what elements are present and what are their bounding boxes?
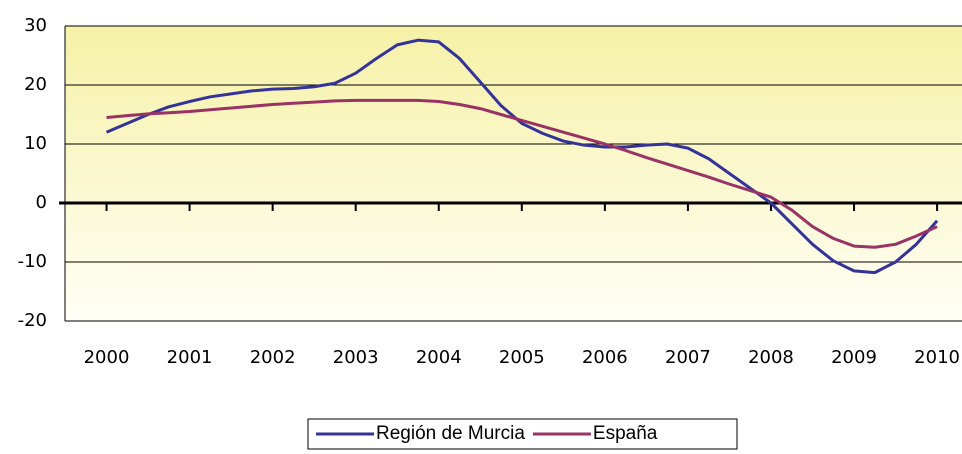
- x-tick-label: 2000: [84, 347, 130, 368]
- x-tick-label: 2009: [831, 347, 877, 368]
- line-series: [105, 38, 939, 275]
- x-tick-label: 2003: [333, 347, 379, 368]
- legend-box: [307, 418, 738, 450]
- y-tick-label: 30: [24, 15, 47, 36]
- x-tick-label: 2008: [748, 347, 794, 368]
- x-tick-label: 2006: [582, 347, 628, 368]
- plot-area: [65, 26, 962, 321]
- x-tick-label: 2010: [914, 347, 960, 368]
- legend-label: Región de Murcia: [376, 423, 525, 444]
- y-tick-label: -10: [18, 251, 47, 272]
- legend-label: España: [593, 423, 658, 444]
- y-tick-label: -20: [18, 310, 47, 331]
- x-tick-label: 2004: [416, 347, 462, 368]
- line-series: [106, 98, 938, 249]
- x-tick-label: 2002: [250, 347, 296, 368]
- x-tick-label: 2001: [167, 347, 213, 368]
- x-tick-label: 2005: [499, 347, 545, 368]
- y-tick-label: 0: [36, 192, 47, 213]
- y-tick-label: 20: [24, 74, 47, 95]
- x-tick-label: 2007: [665, 347, 711, 368]
- y-tick-label: 10: [24, 133, 47, 154]
